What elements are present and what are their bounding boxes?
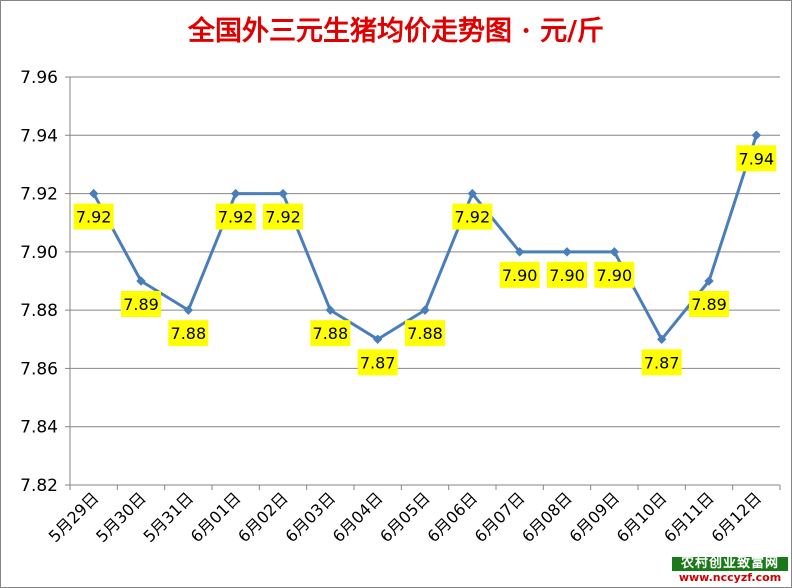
- x-tick-label: 6月02日: [234, 488, 292, 546]
- y-tick-label: 7.84: [20, 418, 58, 438]
- data-label: 7.88: [171, 324, 207, 343]
- data-point-marker: [183, 305, 194, 315]
- data-label-box: [357, 349, 398, 376]
- data-label: 7.94: [739, 149, 775, 168]
- data-label: 7.90: [597, 266, 633, 285]
- y-tick-label: 7.96: [20, 68, 58, 88]
- x-tick-label: 6月05日: [376, 488, 434, 546]
- data-label: 7.88: [313, 324, 349, 343]
- data-label: 7.92: [265, 208, 301, 227]
- data-label-box: [121, 291, 161, 317]
- data-point-marker: [704, 276, 714, 286]
- x-tick-label: 6月07日: [471, 488, 529, 546]
- data-label-box: [405, 320, 445, 347]
- data-point-marker: [278, 188, 288, 199]
- data-label-box: [641, 349, 682, 376]
- data-point-marker: [656, 334, 667, 344]
- data-point-marker: [372, 334, 383, 344]
- x-tick-label: 5月29日: [45, 488, 103, 546]
- y-tick-label: 7.90: [20, 243, 58, 263]
- x-tick-label: 5月30日: [92, 488, 150, 546]
- y-tick-label: 7.86: [20, 359, 58, 379]
- data-label: 7.92: [218, 208, 254, 227]
- data-point-marker: [230, 188, 241, 199]
- data-label: 7.89: [691, 295, 727, 314]
- data-label: 7.87: [360, 353, 396, 372]
- data-label-box: [499, 261, 540, 288]
- x-tick-label: 6月12日: [707, 488, 765, 546]
- x-tick-labels: 5月29日5月30日5月31日6月01日6月02日6月03日6月04日6月05日…: [45, 488, 765, 546]
- data-point-marker: [562, 247, 572, 257]
- chart-title: 全国外三元生猪均价走势图 · 元/斤: [187, 15, 604, 47]
- site-watermark: 农村创业致富网 www.nccyzf.com: [672, 557, 788, 585]
- watermark-url: www.nccyzf.com: [672, 571, 788, 585]
- data-label-box: [73, 203, 114, 230]
- data-label: 7.90: [549, 266, 585, 285]
- data-label: 7.90: [502, 266, 538, 285]
- data-label-box: [215, 203, 256, 230]
- x-tick-label: 6月03日: [281, 488, 339, 546]
- x-tick-label: 6月10日: [613, 488, 671, 546]
- x-tick-label: 6月04日: [329, 488, 387, 546]
- x-tick-label: 6月11日: [660, 488, 718, 546]
- x-tick-label: 6月06日: [423, 488, 481, 546]
- data-label-box: [689, 291, 729, 317]
- data-label-box: [168, 320, 209, 347]
- y-tick-label: 7.88: [20, 301, 58, 321]
- data-label: 7.89: [123, 295, 159, 314]
- data-label-box: [594, 261, 635, 288]
- watermark-site-name: 农村创业致富网: [672, 557, 788, 571]
- data-point-marker: [136, 276, 146, 286]
- price-series: [88, 130, 762, 344]
- x-tick-label: 5月31日: [139, 488, 197, 546]
- data-point-marker: [514, 247, 525, 257]
- data-label: 7.88: [407, 324, 443, 343]
- axes: [65, 76, 781, 490]
- data-point-marker: [88, 188, 99, 199]
- x-tick-label: 6月08日: [518, 488, 576, 546]
- data-label-box: [263, 203, 303, 230]
- data-point-marker: [467, 188, 478, 199]
- x-tick-label: 6月01日: [187, 488, 245, 546]
- data-point-marker: [609, 247, 620, 257]
- data-label: 7.92: [455, 208, 491, 227]
- data-label: 7.87: [644, 353, 680, 372]
- x-tick-label: 6月09日: [565, 488, 623, 546]
- data-point-marker: [420, 305, 430, 315]
- y-tick-label: 7.92: [20, 185, 58, 205]
- y-tick-label: 7.94: [20, 126, 58, 146]
- data-labels: 7.92 7.89 7.88 7.92 7.92 7.88 7.87 7.88 7.92 7.90…: [73, 145, 777, 376]
- y-tick-labels: 7.82 7.84 7.86 7.88 7.90 7.92 7.94 7.96: [20, 68, 58, 496]
- data-point-marker: [751, 130, 762, 140]
- data-label-box: [547, 261, 587, 288]
- data-label-box: [310, 320, 351, 347]
- data-label-box: [452, 203, 493, 230]
- data-label-box: [736, 145, 777, 172]
- data-label: 7.92: [76, 208, 112, 227]
- y-tick-label: 7.82: [20, 476, 58, 496]
- data-point-marker: [325, 305, 336, 315]
